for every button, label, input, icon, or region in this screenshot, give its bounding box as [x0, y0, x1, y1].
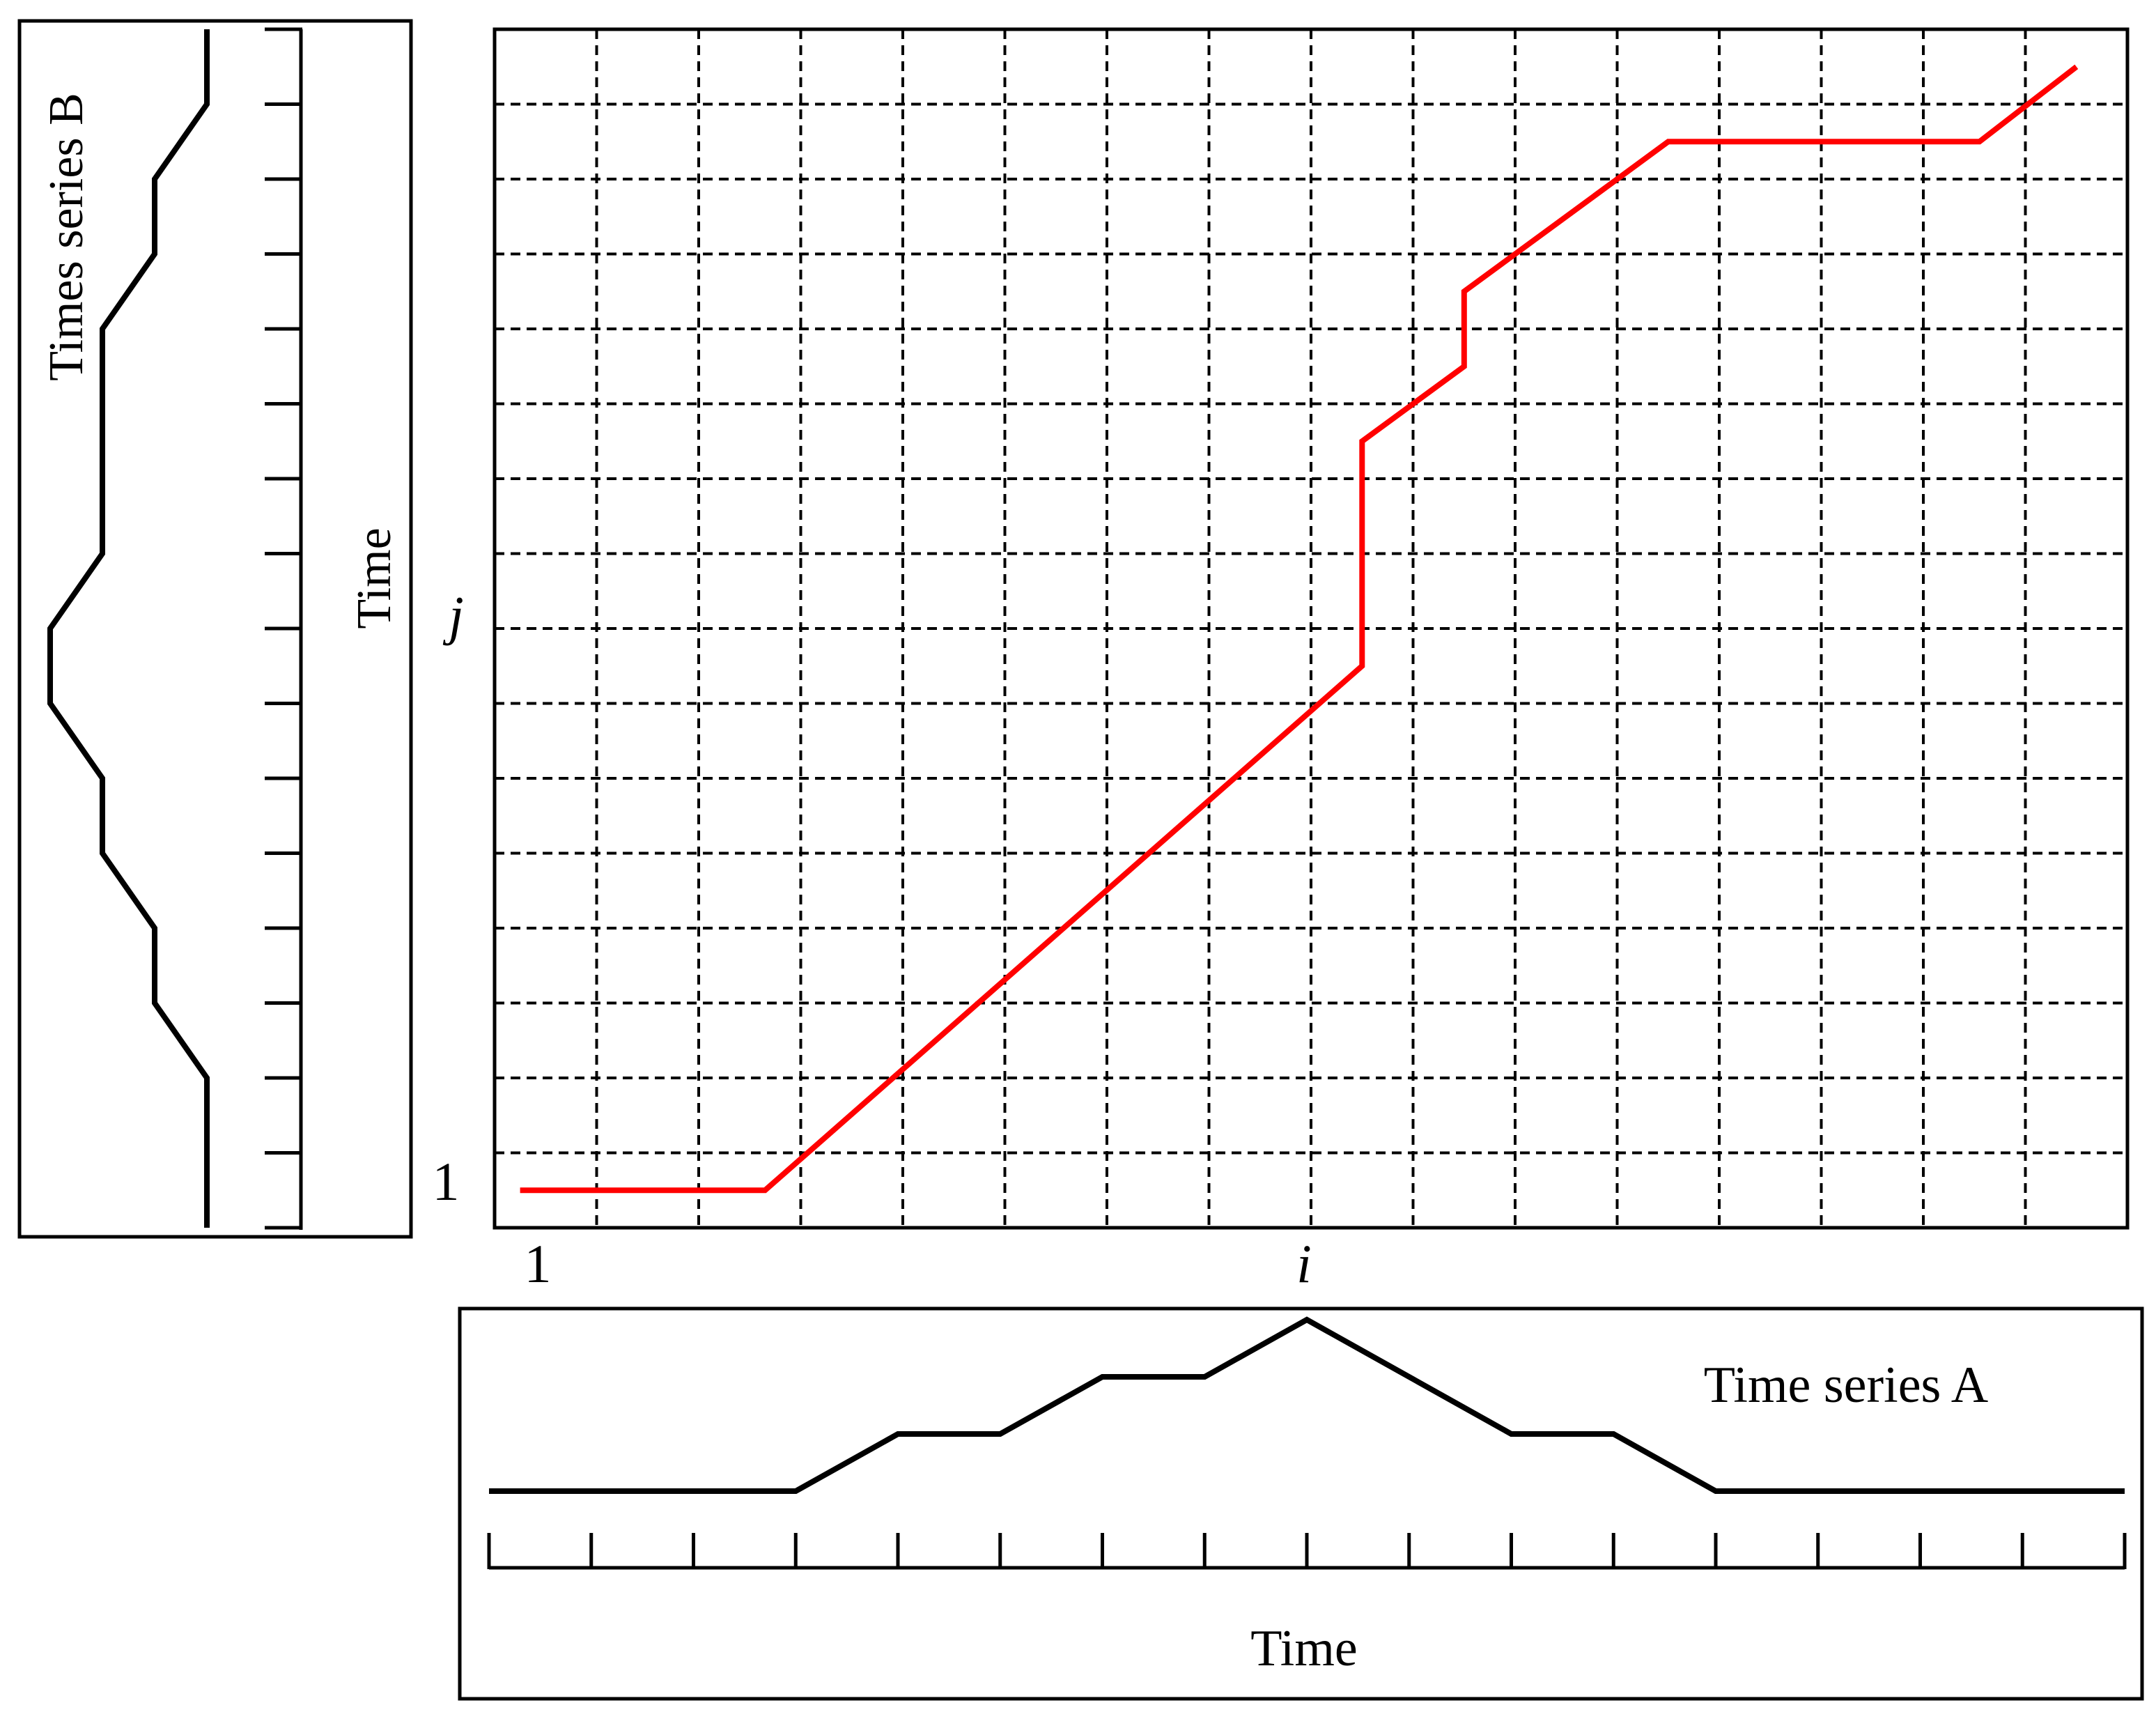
series-a-axis-label: Time: [1250, 1620, 1358, 1677]
series-b-title: Times series B: [40, 93, 93, 381]
series-b-axis-label: Time: [348, 527, 401, 628]
warping-grid-panel: j 1 i 1: [433, 27, 2130, 1294]
series-a-panel: Time series A Time: [458, 1306, 2144, 1701]
warping-grid-lines: [495, 29, 2127, 1228]
series-b-axis-ticks: [265, 27, 302, 1230]
series-a-axis-ticks: [487, 1533, 2127, 1569]
series-b-line: [47, 29, 210, 1228]
grid-i-label: i: [1296, 1233, 1312, 1294]
warping-path: [520, 64, 2079, 1194]
series-a-title: Time series A: [1704, 1357, 1988, 1414]
grid-i-start-label: 1: [525, 1233, 552, 1294]
series-a-line: [489, 1316, 2125, 1494]
warping-grid-frame: [493, 27, 2130, 1230]
series-b-frame: [17, 19, 413, 1239]
series-a-frame: [458, 1306, 2144, 1701]
grid-j-start-label: 1: [433, 1151, 460, 1212]
grid-j-label: j: [442, 585, 464, 646]
series-b-panel: Times series B Time: [17, 19, 413, 1239]
